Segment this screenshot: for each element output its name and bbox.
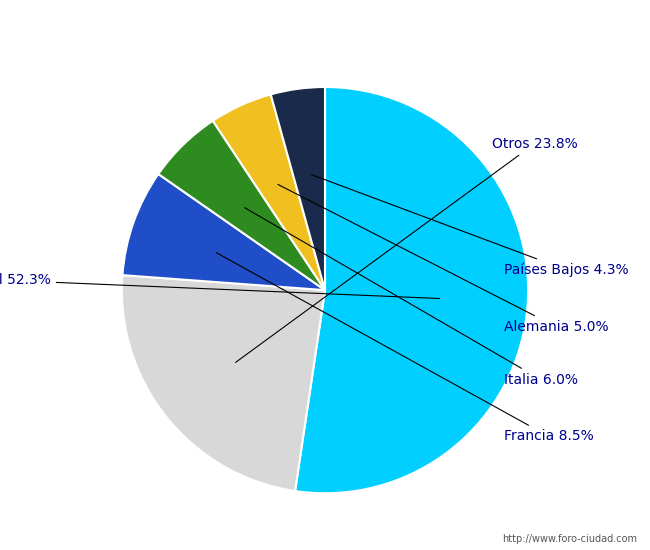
Wedge shape	[213, 95, 325, 290]
Text: Moraleja - Turistas extranjeros según país - Abril de 2024: Moraleja - Turistas extranjeros según pa…	[79, 21, 571, 37]
Text: Alemania 5.0%: Alemania 5.0%	[278, 184, 608, 334]
Text: Otros 23.8%: Otros 23.8%	[235, 137, 577, 362]
Wedge shape	[271, 87, 325, 290]
Text: Países Bajos 4.3%: Países Bajos 4.3%	[311, 174, 629, 277]
Wedge shape	[122, 275, 325, 491]
Wedge shape	[159, 121, 325, 290]
Wedge shape	[122, 174, 325, 290]
Wedge shape	[295, 87, 528, 493]
Text: Italia 6.0%: Italia 6.0%	[244, 208, 578, 387]
Text: http://www.foro-ciudad.com: http://www.foro-ciudad.com	[502, 535, 637, 544]
Text: Portugal 52.3%: Portugal 52.3%	[0, 273, 440, 299]
Text: Francia 8.5%: Francia 8.5%	[216, 252, 593, 443]
